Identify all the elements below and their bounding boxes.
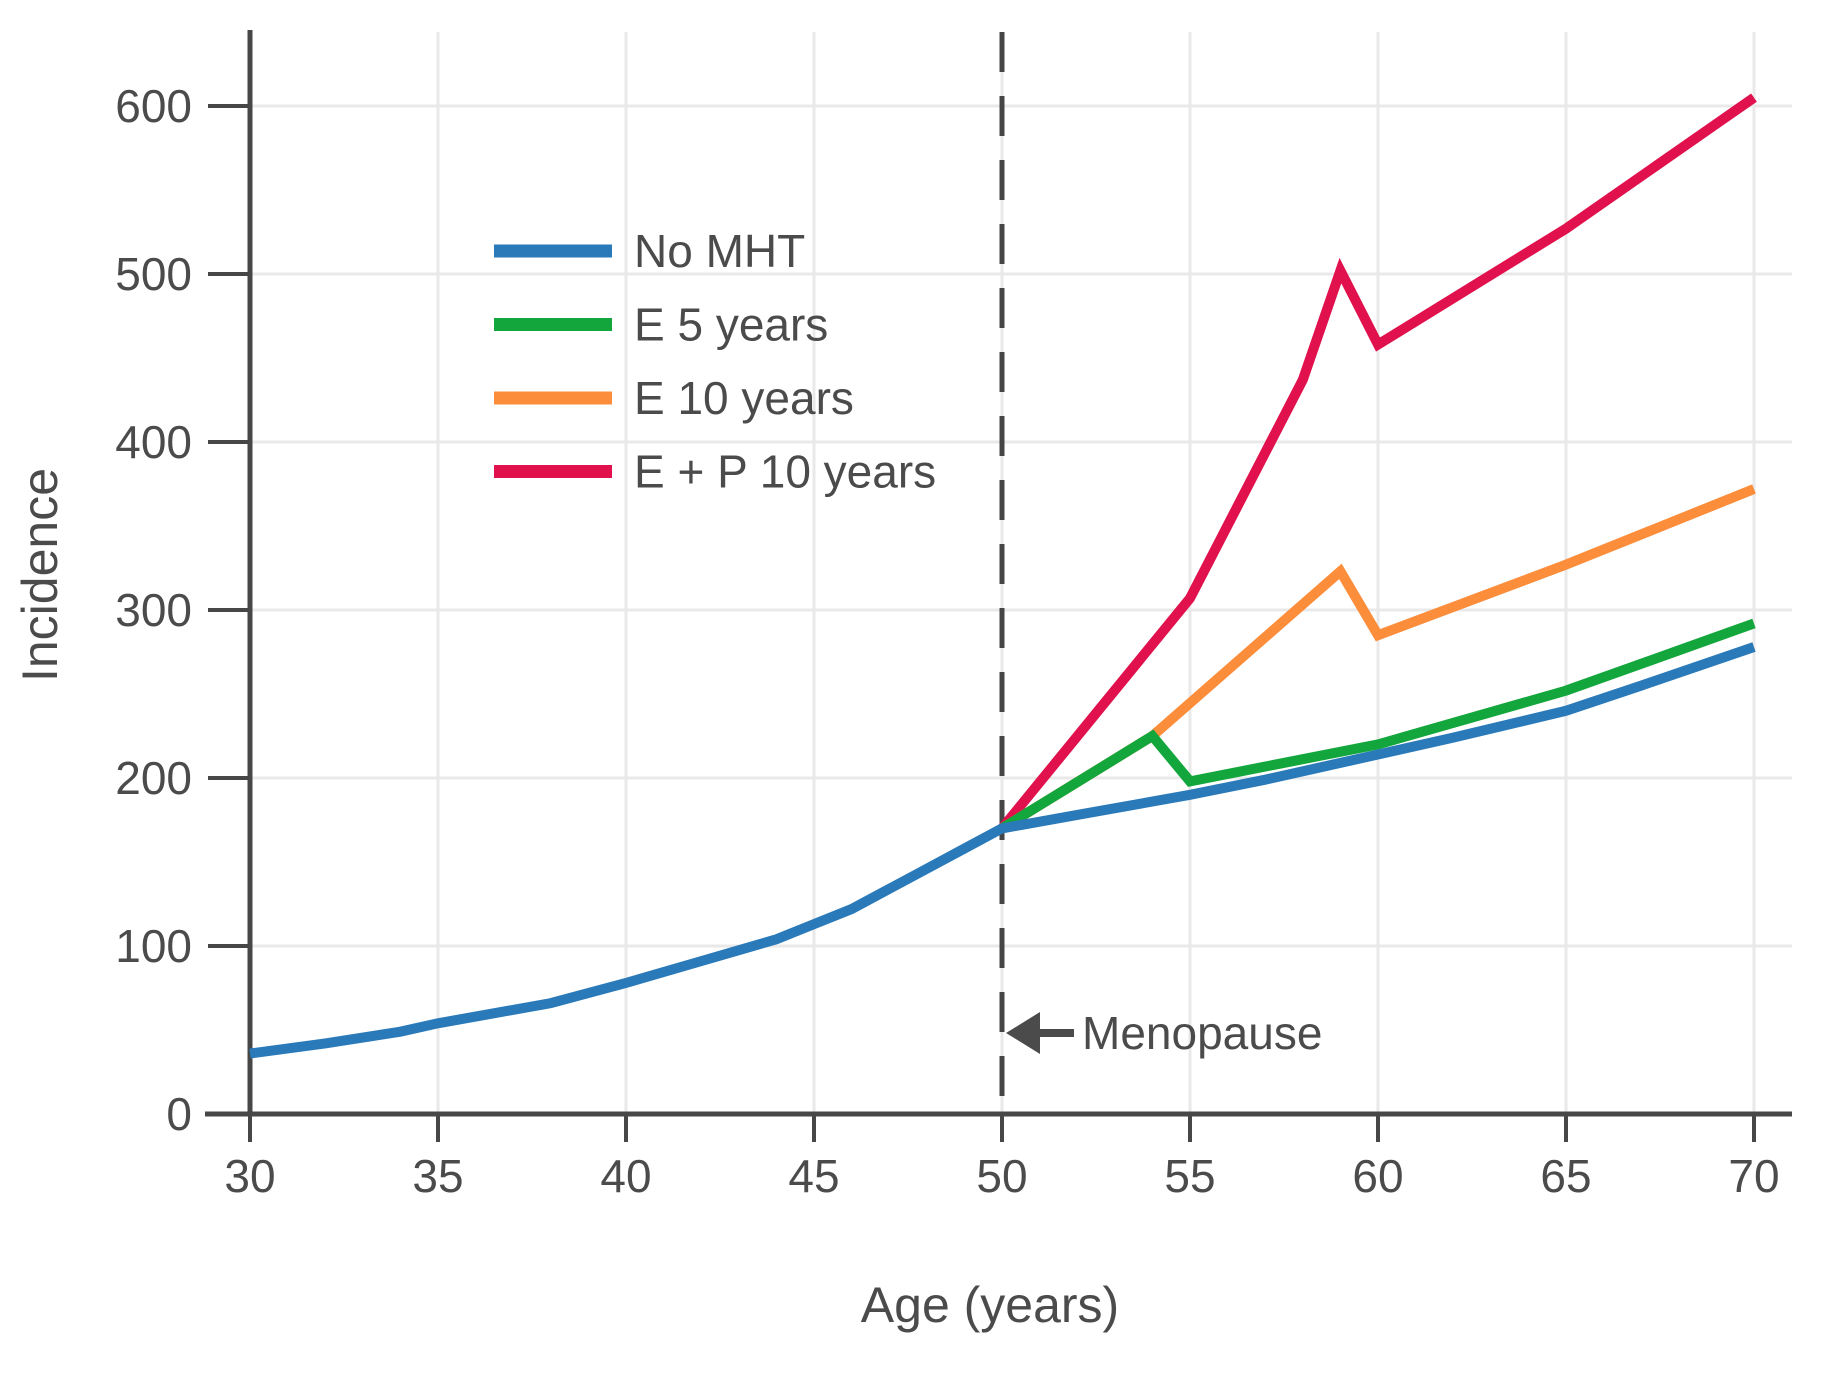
y-tick-label: 0: [166, 1088, 192, 1140]
x-tick-label: 55: [1164, 1150, 1215, 1202]
left-arrow-icon: [1006, 1012, 1040, 1054]
x-tick-label: 65: [1540, 1150, 1591, 1202]
x-axis-title: Age (years): [861, 1277, 1119, 1333]
legend: No MHT E 5 years E 10 years E + P 10 years: [494, 225, 936, 498]
series-line-e-p-10-years: [998, 93, 1757, 832]
y-tick-label: 400: [115, 416, 192, 468]
y-tick-label: 300: [115, 584, 192, 636]
legend-label-e-p-10-years: E + P 10 years: [634, 446, 936, 498]
y-axis-title: Incidence: [12, 468, 68, 682]
legend-swatch-e-5-years: [494, 318, 612, 331]
y-tick-label: 600: [115, 80, 192, 132]
series-line-no-mht: [249, 642, 1756, 1059]
menopause-label: Menopause: [1082, 1007, 1322, 1059]
y-tick-label: 500: [115, 248, 192, 300]
gridlines: [250, 32, 1792, 1114]
tick-labels: 30 35 40 45 50 55 60 65 70 0 100 200 300 400 500 600: [115, 80, 1779, 1202]
x-tick-label: 70: [1728, 1150, 1779, 1202]
series-line-e-5-years: [999, 618, 1756, 833]
x-tick-label: 35: [412, 1150, 463, 1202]
axes: [205, 30, 1792, 1142]
x-tick-label: 45: [788, 1150, 839, 1202]
x-tick-label: 50: [976, 1150, 1027, 1202]
legend-label-e-5-years: E 5 years: [634, 299, 828, 351]
legend-swatch-e-p-10-years: [494, 465, 612, 478]
x-tick-label: 30: [224, 1150, 275, 1202]
y-tick-label: 200: [115, 752, 192, 804]
legend-label-e-10-years: E 10 years: [634, 372, 854, 424]
legend-label-no-mht: No MHT: [634, 225, 805, 277]
legend-swatch-no-mht: [494, 244, 612, 258]
legend-swatch-e-10-years: [494, 391, 612, 405]
menopause-annotation: Menopause: [1006, 1007, 1322, 1059]
y-tick-label: 100: [115, 920, 192, 972]
x-tick-label: 40: [600, 1150, 651, 1202]
data-series: [249, 93, 1757, 1059]
x-tick-label: 60: [1352, 1150, 1403, 1202]
